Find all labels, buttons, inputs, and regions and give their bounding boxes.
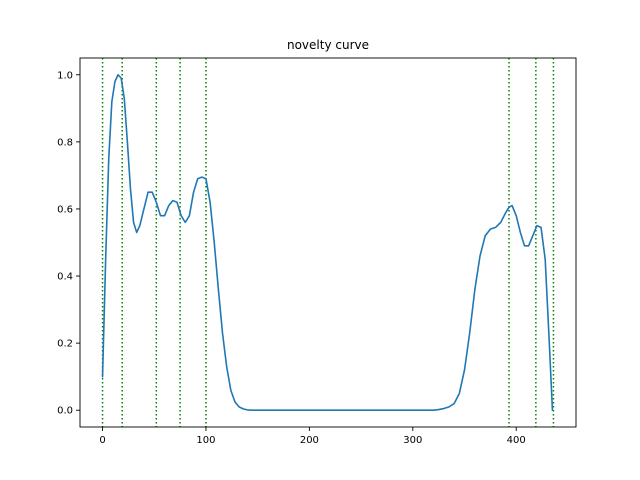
y-axis: 0.0 0.2 0.4 0.6 0.8 1.0 xyxy=(57,70,80,417)
y-tick-label-1: 0.2 xyxy=(57,339,73,350)
x-axis: 0 100 200 300 400 xyxy=(99,427,526,446)
y-tick-label-2: 0.4 xyxy=(57,272,73,283)
y-tick-label-3: 0.6 xyxy=(57,204,73,215)
plot-background xyxy=(80,58,576,427)
y-tick-label-0: 0.0 xyxy=(57,406,73,417)
series-line-0 xyxy=(101,73,554,412)
y-tick-label-4: 0.8 xyxy=(57,137,73,148)
chart-title: novelty curve xyxy=(287,38,369,52)
vertical-markers xyxy=(101,58,555,427)
y-tick-label-5: 1.0 xyxy=(57,70,73,81)
plot-frame xyxy=(79,57,577,428)
x-tick-label-2: 200 xyxy=(300,435,319,446)
plot-area xyxy=(79,57,577,428)
x-tick-label-3: 300 xyxy=(403,435,422,446)
x-tick-label-1: 100 xyxy=(196,435,215,446)
series-group xyxy=(101,73,554,412)
x-tick-label-0: 0 xyxy=(99,435,105,446)
x-tick-label-4: 400 xyxy=(507,435,526,446)
